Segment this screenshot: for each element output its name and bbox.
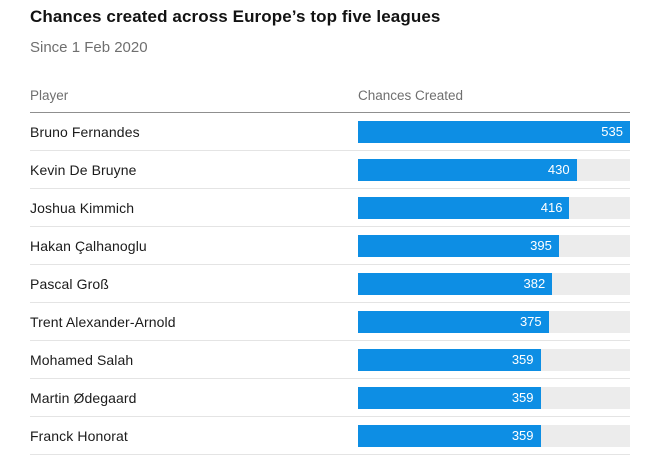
bar-value: 359: [511, 389, 534, 405]
bar-track: 395: [358, 234, 630, 257]
table-row: Kevin De Bruyne 430: [30, 151, 630, 189]
table-row: Mohamed Salah 359: [30, 341, 630, 379]
bar-track: 359: [358, 386, 630, 409]
player-name: Pascal Groß: [30, 275, 109, 292]
bar-cell: 359: [358, 424, 630, 447]
player-name: Kevin De Bruyne: [30, 161, 137, 178]
bar-fill: 535: [358, 120, 630, 143]
bar-track: 416: [358, 196, 630, 219]
table-row: Trent Alexander-Arnold 375: [30, 303, 630, 341]
bar-track: 535: [358, 120, 630, 143]
player-name: Franck Honorat: [30, 427, 128, 444]
chart-title: Chances created across Europe’s top five…: [30, 7, 441, 26]
bar-value: 430: [547, 161, 570, 177]
table-body: Bruno Fernandes 535 Kevin De Bruyne 430 …: [30, 113, 630, 455]
table-row: Franck Honorat 359: [30, 417, 630, 455]
bar-value: 359: [511, 427, 534, 443]
column-headers: Player Chances Created: [30, 88, 630, 113]
bar-cell: 416: [358, 196, 630, 219]
bar-cell: 382: [358, 272, 630, 295]
bar-track: 359: [358, 424, 630, 447]
bar-value: 535: [601, 123, 623, 139]
bar-fill: 359: [358, 424, 541, 447]
player-name: Bruno Fernandes: [30, 123, 140, 140]
table-row: Joshua Kimmich 416: [30, 189, 630, 227]
bar-fill: 430: [358, 158, 577, 181]
player-name: Joshua Kimmich: [30, 199, 135, 216]
bar-value: 359: [511, 351, 534, 367]
bar-track: 359: [358, 348, 630, 371]
bar-fill: 359: [358, 348, 541, 371]
bar-cell: 535: [358, 120, 630, 143]
table-row: Hakan Çalhanoglu 395: [30, 227, 630, 265]
player-name: Trent Alexander-Arnold: [30, 313, 176, 330]
bar-fill: 416: [358, 196, 570, 219]
bar-fill: 382: [358, 272, 553, 295]
player-name: Mohamed Salah: [30, 351, 134, 368]
bar-cell: 359: [358, 348, 630, 371]
chart-subtitle: Since 1 Feb 2020: [30, 39, 148, 56]
table-row: Pascal Groß 382: [30, 265, 630, 303]
bar-value: 375: [519, 313, 542, 329]
bar-track: 375: [358, 310, 630, 333]
column-header-chances: Chances Created: [358, 88, 464, 103]
bar-track: 430: [358, 158, 630, 181]
bar-cell: 359: [358, 386, 630, 409]
table-row: Bruno Fernandes 535: [30, 113, 630, 151]
player-name: Martin Ødegaard: [30, 389, 137, 406]
bar-cell: 430: [358, 158, 630, 181]
bar-cell: 375: [358, 310, 630, 333]
bar-fill: 359: [358, 386, 541, 409]
bar-value: 395: [530, 237, 552, 253]
bar-fill: 395: [358, 234, 559, 257]
bar-fill: 375: [358, 310, 549, 333]
player-name: Hakan Çalhanoglu: [30, 237, 147, 254]
column-header-player: Player: [30, 88, 69, 103]
bar-value: 416: [540, 199, 563, 215]
table-row: Martin Ødegaard 359: [30, 379, 630, 417]
bar-track: 382: [358, 272, 630, 295]
bar-value: 382: [523, 275, 546, 291]
bar-cell: 395: [358, 234, 630, 257]
